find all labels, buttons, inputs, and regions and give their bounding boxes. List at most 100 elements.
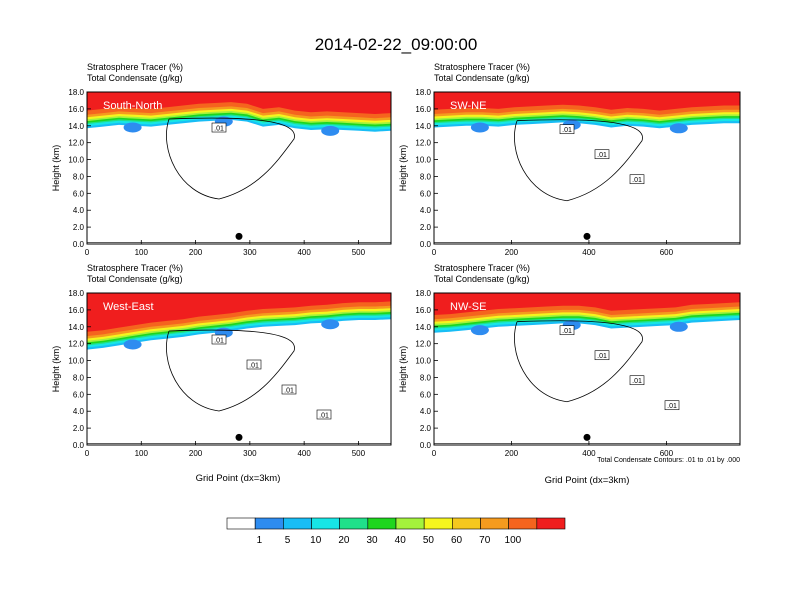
ylabel: Height (km) (51, 145, 61, 192)
panel-header-condensate: Total Condensate (g/kg) (87, 274, 183, 284)
y-tick-label: 10.0 (68, 357, 84, 366)
tracer-field: .01 (87, 92, 391, 243)
contour-label-box (246, 359, 262, 370)
tracer-fringe (123, 122, 142, 133)
y-tick-label: 8.0 (73, 373, 85, 382)
y-tick-label: 14.0 (415, 122, 431, 131)
y-tick-label: 2.0 (420, 223, 432, 232)
colorbar-swatch (283, 517, 312, 530)
plot-frame (433, 91, 741, 245)
contour-label-box (281, 384, 297, 395)
tracer-top (434, 92, 740, 98)
colorbar-swatch (480, 517, 509, 530)
contour-note: Total Condensate Contours: .01 to .01 by… (597, 457, 740, 464)
contour-label: .01 (562, 328, 572, 335)
contour-label-box (629, 174, 645, 185)
y-tick-label: 16.0 (68, 306, 84, 315)
location-marker (235, 232, 243, 240)
x-tick-label: 200 (189, 248, 203, 257)
panel-name: West-East (103, 301, 154, 313)
colorbar-label: 10 (310, 535, 322, 546)
contour-label: .01 (249, 363, 259, 370)
contour-label: .01 (214, 338, 224, 345)
panel-sw-ne: Stratosphere Tracer (%)Total Condensate … (398, 62, 741, 257)
y-tick-label: 14.0 (68, 122, 84, 131)
panel-header-condensate: Total Condensate (g/kg) (87, 73, 183, 83)
tracer-top (87, 92, 391, 98)
panels-group: Stratosphere Tracer (%)Total Condensate … (51, 62, 741, 458)
location-marker (583, 232, 591, 240)
condensate-contour (514, 320, 643, 403)
panel-header-condensate: Total Condensate (g/kg) (434, 73, 530, 83)
plot-frame (86, 91, 392, 245)
y-tick-label: 8.0 (420, 373, 432, 382)
colorbar-swatch (452, 517, 481, 530)
y-tick-label: 12.0 (68, 139, 84, 148)
contour-label-box (594, 350, 610, 361)
y-tick-label: 6.0 (420, 189, 432, 198)
y-tick-label: 12.0 (415, 139, 431, 148)
panel-name: NW-SE (450, 301, 486, 313)
colorbar-swatch (339, 517, 369, 530)
x-tick-label: 600 (660, 248, 674, 257)
contour-label: .01 (597, 152, 607, 159)
y-tick-label: 6.0 (420, 390, 432, 399)
panel-nw-se: Stratosphere Tracer (%)Total Condensate … (398, 263, 741, 458)
contour-label: .01 (597, 353, 607, 360)
contour-label-box (211, 334, 227, 345)
colorbar-swatch (226, 517, 256, 530)
panel-header-tracer: Stratosphere Tracer (%) (87, 263, 183, 273)
tracer-fringe (669, 321, 688, 332)
y-tick-label: 4.0 (73, 407, 85, 416)
x-tick-label: 600 (660, 449, 674, 458)
colorbar-swatch (536, 517, 566, 530)
tracer-top (434, 293, 740, 299)
x-tick-label: 100 (135, 449, 149, 458)
x-tick-label: 200 (505, 248, 519, 257)
location-marker (583, 433, 591, 441)
x-tick-label: 400 (297, 248, 311, 257)
x-tick-label: 300 (243, 248, 257, 257)
colorbar-label: 30 (366, 535, 378, 546)
contour-label-box (316, 409, 332, 420)
y-tick-label: 4.0 (73, 206, 85, 215)
x-tick-label: 300 (243, 449, 257, 458)
colorbar-label: 70 (479, 535, 491, 546)
colorbar-swatch (395, 517, 425, 530)
y-tick-label: 2.0 (73, 424, 85, 433)
plot-frame (433, 292, 741, 446)
x-tick-label: 0 (85, 449, 90, 458)
panel-west-east: Stratosphere Tracer (%)Total Condensate … (51, 263, 392, 458)
y-tick-label: 2.0 (73, 223, 85, 232)
x-tick-label: 500 (352, 449, 366, 458)
tracer-fringe (669, 123, 688, 134)
y-tick-label: 4.0 (420, 206, 432, 215)
ylabel: Height (km) (398, 145, 408, 192)
colorbar-label: 50 (423, 535, 435, 546)
contour-label-box (664, 400, 680, 411)
panel-header-tracer: Stratosphere Tracer (%) (87, 62, 183, 72)
contour-label-box (559, 124, 575, 135)
panel-header-tracer: Stratosphere Tracer (%) (434, 263, 530, 273)
y-tick-label: 0.0 (73, 441, 85, 450)
contour-label: .01 (667, 403, 677, 410)
colorbar-label: 100 (505, 535, 522, 546)
tracer-field: .01 .01 .01 .01 (87, 293, 391, 444)
plot-frame (86, 292, 392, 446)
y-tick-label: 16.0 (415, 306, 431, 315)
colorbar-swatch (254, 517, 284, 530)
figure-title: 2014-02-22_09:00:00 (315, 35, 478, 54)
location-marker (235, 433, 243, 441)
x-tick-label: 200 (189, 449, 203, 458)
tracer-fringe (321, 125, 340, 136)
y-tick-label: 8.0 (73, 172, 85, 181)
contour-label: .01 (319, 413, 329, 420)
contour-label: .01 (632, 378, 642, 385)
x-tick-label: 0 (432, 449, 437, 458)
ylabel: Height (km) (398, 346, 408, 393)
colorbar-swatch (367, 517, 397, 530)
condensate-contour (514, 119, 643, 202)
y-tick-label: 10.0 (415, 357, 431, 366)
tracer-fringe (470, 122, 489, 133)
